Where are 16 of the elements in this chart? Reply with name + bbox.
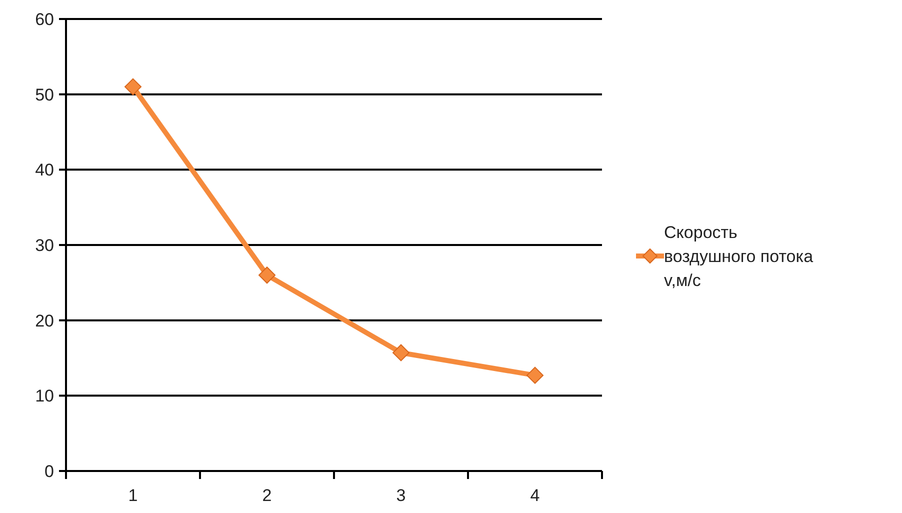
- y-tick-label: 0: [44, 462, 54, 481]
- y-tick-label: 50: [35, 85, 54, 104]
- x-tick-label: 1: [128, 486, 138, 505]
- point: [124, 78, 142, 96]
- point: [392, 344, 410, 362]
- legend-label: Скорость воздушного потока v,м/с: [664, 223, 814, 290]
- y-tick-label: 10: [35, 386, 54, 406]
- x-tick-label: 2: [262, 486, 272, 505]
- point: [526, 366, 544, 384]
- y-tick-label: 30: [35, 236, 54, 255]
- y-tick-label: 20: [35, 311, 54, 330]
- point: [258, 266, 276, 284]
- y-tick-label: 60: [35, 10, 54, 29]
- x-tick-label: 4: [530, 486, 540, 505]
- y-tick-label: 40: [35, 160, 54, 180]
- x-tick-label: 3: [396, 486, 406, 505]
